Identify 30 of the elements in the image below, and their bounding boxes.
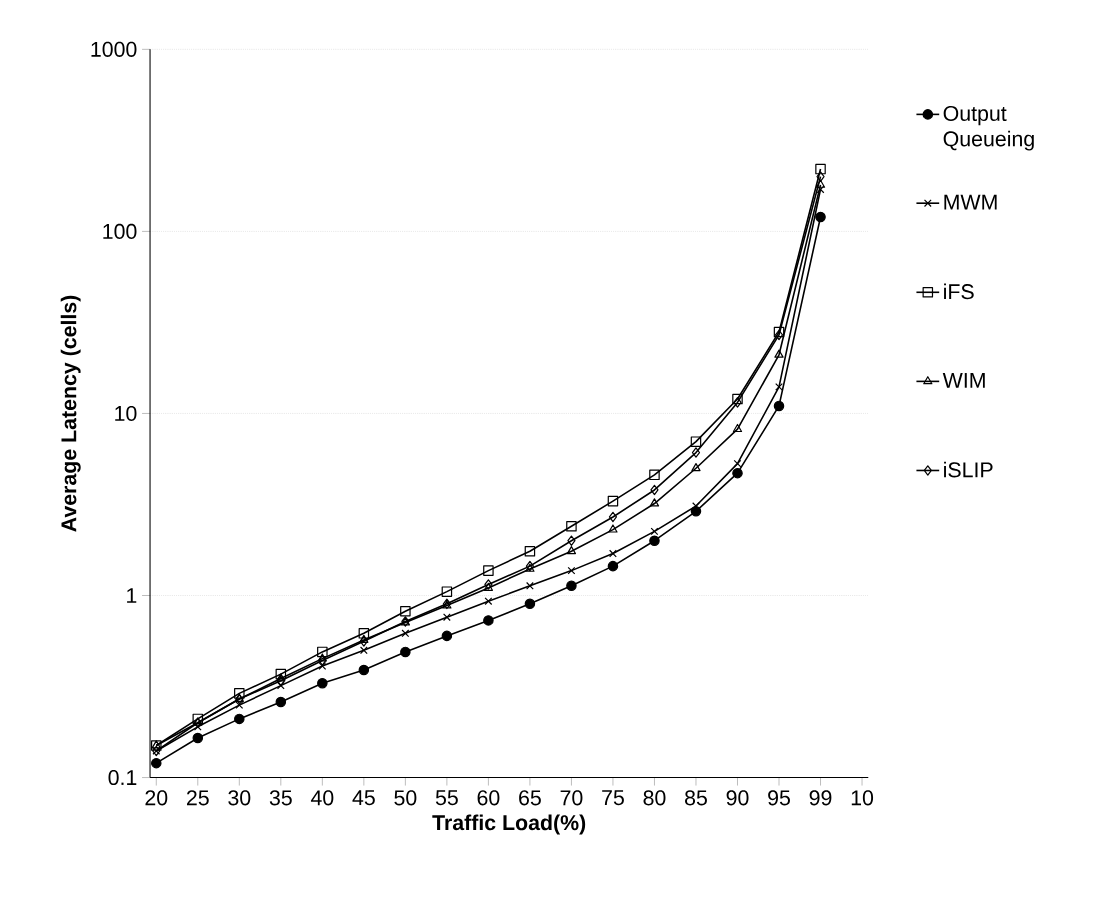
- x-tick-label: 20: [145, 790, 168, 806]
- x-tick-label: 99: [809, 790, 832, 806]
- x-tick-label: 85: [685, 790, 707, 806]
- x-tick-label: 55: [435, 790, 458, 806]
- x-tick-label: 60: [477, 790, 500, 806]
- legend-label: iFS: [944, 283, 974, 300]
- x-tick-label: 95: [768, 790, 790, 806]
- y-axis-title: Average Latency (cells): [60, 295, 81, 532]
- x-tick-label: 75: [602, 790, 624, 806]
- y-tick-label: 1: [127, 588, 137, 604]
- x-axis-title: Traffic Load(%): [432, 814, 586, 835]
- x-tick-label: 50: [394, 790, 417, 806]
- legend-label: MWM: [944, 195, 997, 210]
- legend-label: iSLIP: [944, 461, 993, 478]
- x-tick-label: 35: [269, 790, 292, 806]
- y-tick-label: 0.1: [108, 770, 137, 786]
- legend-label: Output Queueing: [943, 106, 1034, 151]
- x-tick-label: 65: [519, 790, 541, 806]
- x-tick-label: 80: [643, 790, 666, 806]
- x-tick-label: 25: [186, 790, 209, 806]
- legend-label: WIM: [942, 373, 985, 388]
- x-tick-label: 40: [310, 790, 334, 806]
- y-tick-label: 10: [115, 406, 137, 422]
- y-tick-label: 1000: [91, 42, 137, 58]
- x-tick-label: 30: [228, 790, 251, 806]
- x-tick-label: 90: [726, 790, 749, 806]
- y-tick-label: 100: [103, 224, 137, 240]
- x-tick-label: 70: [560, 790, 583, 806]
- x-tick-label: 10: [851, 790, 874, 806]
- x-tick-label: 45: [352, 790, 375, 806]
